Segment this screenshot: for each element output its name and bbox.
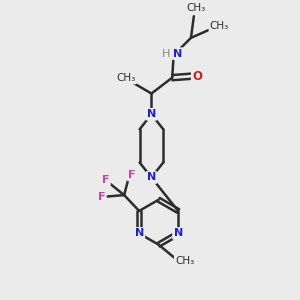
Text: CH₃: CH₃ — [210, 21, 229, 31]
Text: CH₃: CH₃ — [187, 2, 206, 13]
Text: F: F — [98, 191, 105, 202]
Text: N: N — [147, 109, 156, 119]
Text: N: N — [173, 229, 183, 238]
Text: N: N — [134, 229, 144, 238]
Text: F: F — [128, 170, 136, 180]
Text: CH₃: CH₃ — [116, 73, 136, 83]
Text: F: F — [102, 175, 110, 184]
Text: H: H — [161, 49, 170, 59]
Text: N: N — [173, 49, 183, 59]
Text: CH₃: CH₃ — [175, 256, 194, 266]
Text: O: O — [192, 70, 202, 83]
Text: N: N — [147, 172, 156, 182]
